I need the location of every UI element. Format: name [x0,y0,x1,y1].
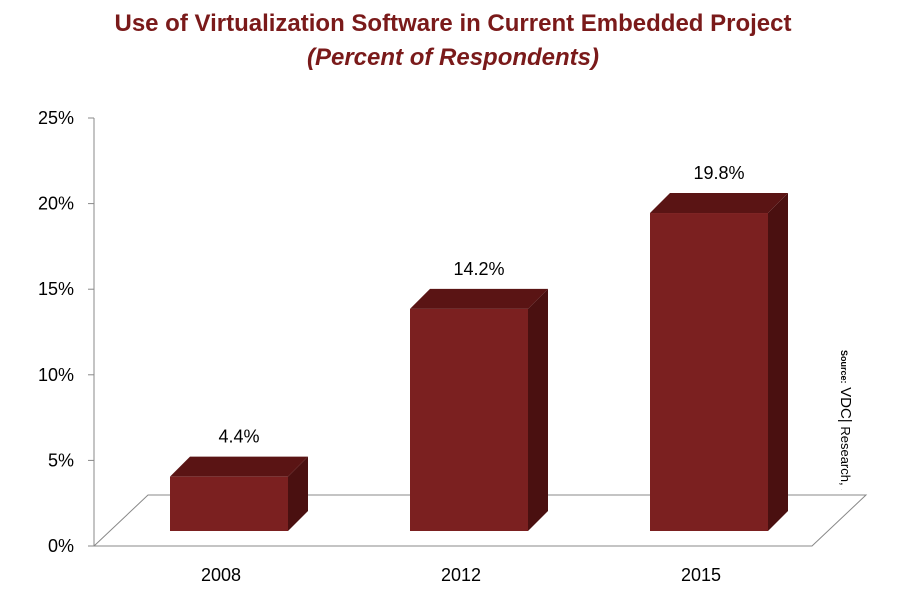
y-tick-label: 20% [38,194,74,214]
data-label: 4.4% [218,427,259,447]
bar-top [650,193,788,214]
bar-2015 [650,193,788,532]
x-tick-label: 2012 [441,565,481,585]
bar-side [768,193,788,532]
bar-2008 [170,456,308,531]
y-tick-label: 5% [48,450,74,470]
x-tick-label: 2015 [681,565,721,585]
svg-text:Source: VDC| Resea: Source: VDC| Research, 2016 [837,350,854,490]
bar-side [528,288,548,531]
y-tick-label: 25% [38,108,74,128]
y-tick-label: 15% [38,279,74,299]
bar-side [288,456,308,531]
chart-subtitle: (Percent of Respondents) [306,44,600,71]
bar-top [410,288,548,309]
y-tick-label: 10% [38,365,74,385]
bar-front [650,213,768,532]
source-suffix: Research, 2016 [838,426,853,490]
bar-top [170,456,308,477]
source-prefix: Source: [839,350,849,384]
bar-front [170,476,288,531]
chart-floor [92,494,868,547]
chart-title: Use of Virtualization Software in Curren… [114,10,792,37]
bar-front [410,308,528,531]
data-label: 14.2% [453,259,504,279]
bar-2012 [410,288,548,531]
data-label: 19.8% [693,163,744,183]
source-brand: VDC| [837,387,854,423]
source-credit: Source: VDC| Research, 2016 [837,350,854,490]
x-tick-label: 2008 [201,565,241,585]
y-tick-label: 0% [48,536,74,556]
